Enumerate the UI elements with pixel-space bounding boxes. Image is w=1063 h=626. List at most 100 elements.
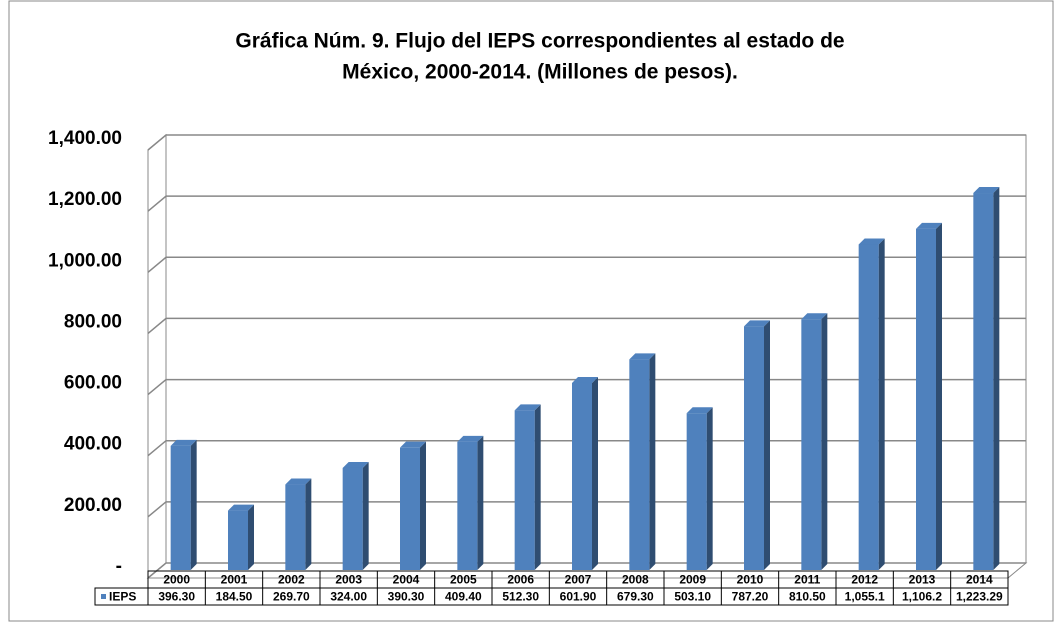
grid-line — [147, 378, 1026, 396]
bar-front — [457, 441, 478, 570]
bar-top — [342, 461, 369, 468]
y-tick-label: 200.00 — [64, 495, 122, 516]
bar-side — [248, 504, 254, 570]
x-tick-label: 2004 — [393, 573, 420, 587]
bar — [228, 504, 254, 570]
x-tick-label: 2002 — [278, 573, 305, 587]
chart-title: México, 2000-2014. (Millones de pesos). — [342, 61, 738, 84]
legend-label: IEPS — [109, 590, 136, 604]
x-tick-label: 2014 — [966, 573, 993, 587]
bar-front — [629, 359, 650, 570]
bar-side — [993, 187, 1000, 570]
bar-side — [534, 404, 541, 570]
table-value: 787.20 — [732, 590, 769, 604]
bar — [572, 376, 598, 570]
x-tick-label: 2013 — [909, 573, 936, 587]
bar-top — [858, 238, 885, 245]
y-tick-label: 1,400.00 — [48, 128, 122, 149]
bar — [744, 320, 770, 570]
bar-top — [457, 435, 484, 442]
x-tick-label: 2007 — [565, 573, 592, 587]
table-value: 269.70 — [273, 590, 310, 604]
bar — [973, 187, 1000, 570]
x-tick-label: 2012 — [851, 573, 878, 587]
side-wall — [147, 133, 167, 580]
bar-side — [878, 238, 885, 570]
bar-top — [514, 404, 541, 411]
y-tick-label: 800.00 — [64, 311, 122, 332]
bar-front — [342, 467, 363, 570]
bar-side — [305, 478, 312, 570]
grid-line — [147, 195, 1026, 212]
bar-top — [572, 376, 598, 383]
bar-side — [764, 320, 770, 570]
bar — [686, 407, 713, 570]
bar — [916, 222, 942, 571]
y-tick-label: 1,000.00 — [48, 250, 122, 271]
bar-side — [936, 222, 942, 571]
x-tick-label: 2010 — [737, 573, 764, 587]
table-value: 396.30 — [158, 590, 195, 604]
x-tick-label: 2009 — [679, 573, 706, 587]
grid-line — [147, 317, 1026, 335]
grid-line — [147, 562, 1026, 579]
bar-top — [801, 313, 828, 320]
bar — [629, 353, 656, 570]
grid-line — [147, 501, 1026, 518]
bar-side — [420, 441, 426, 570]
bar-front — [572, 382, 592, 570]
bar-top — [400, 441, 426, 448]
bar-side — [821, 313, 828, 570]
x-tick-label: 2003 — [335, 573, 362, 587]
table-value: 1,106.2 — [902, 590, 942, 604]
table-value: 1,055.1 — [845, 590, 885, 604]
bar-side — [362, 461, 369, 570]
bar-side — [477, 435, 484, 570]
bar-top — [686, 407, 713, 414]
table-value: 679.30 — [617, 590, 654, 604]
bar-front — [514, 410, 535, 570]
bar-side — [649, 353, 656, 570]
bar — [514, 404, 541, 570]
bar-front — [400, 447, 420, 570]
bar-front — [973, 193, 994, 570]
bar-top — [170, 439, 197, 446]
table-value: 409.40 — [445, 590, 482, 604]
bar-top — [629, 353, 656, 360]
bar — [801, 313, 828, 570]
y-tick-label: 1,200.00 — [48, 189, 122, 210]
x-tick-label: 2000 — [163, 573, 190, 587]
x-tick-label: 2001 — [221, 573, 248, 587]
bar-front — [858, 244, 879, 570]
bar-side — [190, 439, 197, 570]
chart-title: Gráfica Núm. 9. Flujo del IEPS correspon… — [235, 30, 844, 53]
table-value: 512.30 — [502, 590, 539, 604]
bar-side — [592, 376, 598, 570]
y-tick-label: - — [116, 556, 122, 577]
bar-top — [744, 320, 770, 327]
bar-front — [801, 319, 822, 570]
bar-top — [228, 504, 254, 511]
table-value: 324.00 — [330, 590, 367, 604]
bar — [400, 441, 426, 570]
bar-front — [916, 228, 936, 571]
grid-line — [147, 256, 1026, 273]
bar — [342, 461, 369, 570]
legend-swatch — [101, 594, 106, 599]
table-value: 390.30 — [388, 590, 425, 604]
bar — [858, 238, 885, 570]
table-value: 184.50 — [216, 590, 253, 604]
bar-front — [285, 484, 306, 570]
bar-top — [916, 222, 942, 229]
bar — [457, 435, 484, 570]
table-value: 810.50 — [789, 590, 826, 604]
bar-front — [686, 413, 707, 570]
bar-front — [744, 326, 764, 570]
y-tick-label: 600.00 — [64, 373, 122, 394]
table-value: 1,223.29 — [956, 590, 1003, 604]
bar — [170, 439, 197, 570]
x-tick-label: 2011 — [794, 573, 820, 587]
x-tick-label: 2008 — [622, 573, 649, 587]
bar-front — [228, 510, 248, 570]
